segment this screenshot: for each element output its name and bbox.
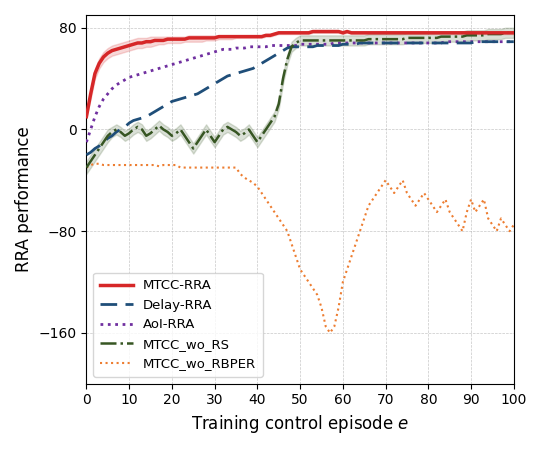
Delay-RRA: [83, 152, 89, 158]
MTCC_wo_RBPER: [412, 203, 419, 208]
MTCC_wo_RBPER: [391, 190, 397, 196]
Delay-RRA: [511, 39, 517, 45]
MTCC-RRA: [511, 30, 517, 36]
MTCC_wo_RBPER: [511, 222, 517, 228]
Delay-RRA: [113, 129, 120, 135]
Line: MTCC_wo_RS: MTCC_wo_RS: [86, 33, 514, 167]
MTCC-RRA: [113, 47, 120, 52]
AoI-RRA: [442, 39, 449, 45]
MTCC_wo_RBPER: [92, 161, 98, 166]
MTCC_wo_RBPER: [348, 254, 354, 259]
X-axis label: Training control episode $e$: Training control episode $e$: [191, 413, 409, 435]
MTCC-RRA: [309, 29, 316, 34]
Delay-RRA: [340, 41, 346, 47]
MTCC_wo_RBPER: [327, 330, 333, 336]
MTCC-RRA: [386, 30, 393, 36]
MTCC_wo_RS: [190, 146, 197, 151]
AoI-RRA: [404, 40, 410, 45]
MTCC_wo_RBPER: [118, 162, 124, 168]
MTCC_wo_RBPER: [83, 165, 89, 170]
MTCC_wo_RS: [511, 30, 517, 36]
Legend: MTCC-RRA, Delay-RRA, AoI-RRA, MTCC_wo_RS, MTCC_wo_RBPER: MTCC-RRA, Delay-RRA, AoI-RRA, MTCC_wo_RS…: [93, 273, 263, 377]
Delay-RRA: [190, 92, 197, 98]
MTCC_wo_RS: [404, 35, 410, 40]
MTCC-RRA: [190, 35, 197, 40]
Delay-RRA: [280, 48, 286, 53]
Line: MTCC_wo_RBPER: MTCC_wo_RBPER: [86, 164, 514, 333]
MTCC_wo_RS: [280, 76, 286, 81]
MTCC_wo_RBPER: [194, 165, 201, 170]
MTCC_wo_RS: [83, 165, 89, 170]
MTCC-RRA: [280, 30, 286, 36]
Line: AoI-RRA: AoI-RRA: [86, 42, 514, 142]
AoI-RRA: [511, 39, 517, 45]
AoI-RRA: [280, 43, 286, 48]
MTCC-RRA: [83, 114, 89, 119]
Line: Delay-RRA: Delay-RRA: [86, 42, 514, 155]
AoI-RRA: [382, 40, 389, 45]
MTCC-RRA: [408, 30, 415, 36]
Delay-RRA: [472, 39, 479, 45]
Y-axis label: RRA performance: RRA performance: [15, 126, 33, 272]
Delay-RRA: [404, 40, 410, 45]
AoI-RRA: [190, 55, 197, 61]
MTCC_wo_RS: [502, 30, 508, 36]
AoI-RRA: [340, 40, 346, 45]
Line: MTCC-RRA: MTCC-RRA: [86, 32, 514, 117]
MTCC_wo_RS: [113, 127, 120, 132]
Delay-RRA: [382, 40, 389, 45]
MTCC-RRA: [344, 29, 350, 34]
MTCC_wo_RS: [340, 38, 346, 43]
MTCC_wo_RS: [382, 36, 389, 42]
AoI-RRA: [113, 82, 120, 88]
AoI-RRA: [83, 140, 89, 145]
MTCC_wo_RBPER: [284, 229, 291, 234]
